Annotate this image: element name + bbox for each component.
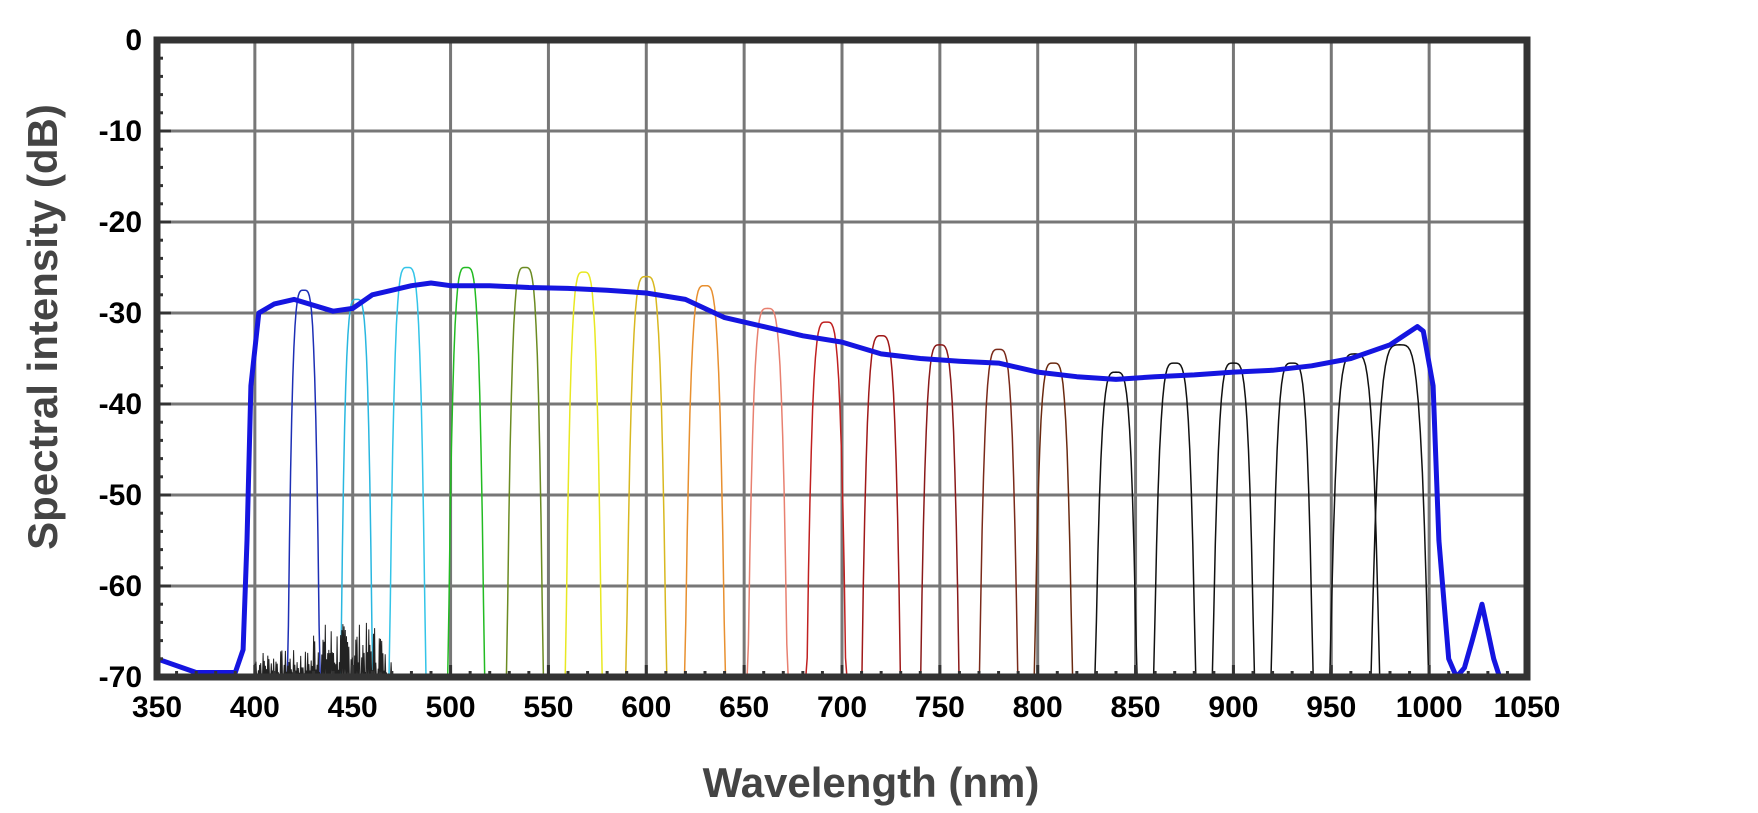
x-tick-label-400: 400	[230, 691, 280, 724]
x-tick-label-700: 700	[817, 691, 867, 724]
series-line-supercontinuum	[156, 280, 1502, 680]
filter-curve-5	[475, 266, 575, 678]
y-tick-label--20: -20	[99, 206, 142, 239]
x-tick-label-1000: 1000	[1396, 691, 1463, 724]
x-tick-label-600: 600	[621, 691, 671, 724]
filter-curve-1	[259, 289, 348, 678]
noise-floor	[254, 622, 393, 679]
filter-curve-2	[312, 298, 401, 678]
plot-frame	[153, 36, 1531, 681]
x-tick-label-500: 500	[426, 691, 476, 724]
y-tick-label-0: 0	[125, 24, 142, 57]
x-tick-label-450: 450	[328, 691, 378, 724]
y-tick-labels: 0 -10 -20 -30 -40 -50 -60 -70	[99, 24, 142, 694]
y-tick-label--10: -10	[99, 115, 142, 148]
filter-curve-4	[416, 266, 516, 678]
x-tick-label-550: 550	[523, 691, 573, 724]
x-tick-label-750: 750	[915, 691, 965, 724]
x-tick-label-850: 850	[1111, 691, 1161, 724]
filter-curve-9	[712, 307, 823, 678]
y-axis-title: Spectral intensity (dB)	[19, 104, 66, 550]
y-tick-label--70: -70	[99, 661, 142, 694]
y-tick-label--50: -50	[99, 479, 142, 512]
x-tick-label-800: 800	[1013, 691, 1063, 724]
filter-curve-15	[1055, 371, 1177, 678]
filter-curve-20	[1317, 344, 1482, 678]
x-tick-labels: 350 400 450 500 550 600 650 700 750 800 850 900 950 1…	[132, 691, 1560, 724]
y-tick-label--40: -40	[99, 388, 142, 421]
x-tick-label-1050: 1050	[1494, 691, 1561, 724]
series-curves	[156, 280, 1502, 680]
filter-curves	[254, 266, 1482, 679]
x-tick-label-350: 350	[132, 691, 182, 724]
grid	[157, 40, 1527, 677]
x-axis-title: Wavelength (nm)	[703, 759, 1040, 806]
x-tick-label-900: 900	[1208, 691, 1258, 724]
y-tick-label--60: -60	[99, 570, 142, 603]
y-tick-label--30: -30	[99, 297, 142, 330]
x-tick-label-950: 950	[1306, 691, 1356, 724]
x-tick-label-650: 650	[719, 691, 769, 724]
filter-curve-3	[358, 266, 457, 678]
